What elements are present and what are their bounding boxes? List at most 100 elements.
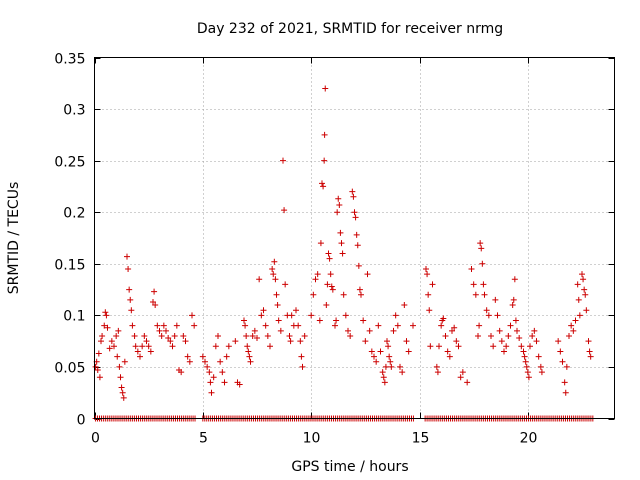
data-point <box>167 338 174 345</box>
data-point <box>429 281 436 288</box>
data-point <box>496 327 503 334</box>
data-point <box>339 250 346 257</box>
data-point <box>116 363 123 370</box>
data-point <box>258 312 265 319</box>
data-point <box>264 332 271 339</box>
data-point <box>385 343 392 350</box>
data-point <box>132 343 139 350</box>
data-point <box>512 317 519 324</box>
data-point <box>360 317 367 324</box>
data-point <box>475 332 481 339</box>
data-point <box>533 338 540 345</box>
data-point <box>287 338 294 345</box>
data-point <box>316 317 323 324</box>
y-tick-label: 0.35 <box>54 52 85 68</box>
data-point <box>310 291 317 298</box>
data-point <box>134 348 141 355</box>
data-point <box>535 353 542 360</box>
data-point <box>426 307 433 314</box>
data-point <box>459 369 466 376</box>
data-point <box>442 332 449 339</box>
data-point <box>186 358 193 365</box>
data-point <box>256 276 263 283</box>
y-axis-label: SRMTID / TECUs <box>6 182 22 295</box>
data-point <box>433 363 440 370</box>
data-point <box>511 276 518 283</box>
data-point <box>184 353 191 360</box>
data-point <box>423 265 429 272</box>
data-point <box>555 338 562 345</box>
data-point <box>299 363 306 370</box>
data-point <box>586 348 593 355</box>
data-point <box>587 353 594 360</box>
data-point <box>150 298 156 305</box>
y-tick-label: 0.05 <box>54 361 85 377</box>
data-point <box>380 374 387 381</box>
data-point <box>286 332 293 339</box>
data-point <box>96 374 103 381</box>
data-point <box>323 302 330 309</box>
data-point <box>585 338 592 345</box>
axis-ticks: 0 0.05 0.1 0.15 0.2 0.25 0.3 0.35 0 5 10 15 20 <box>54 52 615 447</box>
data-point <box>401 302 408 309</box>
data-point <box>128 307 135 314</box>
data-point <box>251 327 258 334</box>
data-point <box>92 363 99 370</box>
data-point <box>118 384 125 391</box>
data-point <box>114 353 121 360</box>
data-point <box>382 363 389 370</box>
data-point <box>507 322 514 329</box>
data-point <box>275 317 282 324</box>
data-point <box>455 343 462 350</box>
data-point <box>582 291 589 298</box>
data-point <box>297 338 304 345</box>
data-point <box>141 332 148 339</box>
data-point <box>217 358 224 365</box>
data-point <box>568 322 575 329</box>
data-points <box>92 85 596 422</box>
data-point <box>387 358 394 365</box>
data-point <box>320 183 327 190</box>
data-point <box>368 348 375 355</box>
data-point <box>308 312 315 319</box>
data-point <box>332 322 338 329</box>
data-point <box>505 332 512 339</box>
data-point <box>301 332 308 339</box>
y-tick-label: 0.3 <box>63 103 85 119</box>
data-point <box>510 296 517 303</box>
data-point <box>160 322 167 329</box>
data-point <box>270 271 277 278</box>
data-point <box>375 322 382 329</box>
data-point <box>236 381 243 388</box>
data-point <box>277 327 284 334</box>
data-point <box>390 327 397 334</box>
data-point <box>338 240 345 247</box>
data-point <box>440 315 447 322</box>
data-point <box>444 348 451 355</box>
data-point <box>399 369 406 376</box>
data-point <box>106 345 113 352</box>
data-point <box>241 317 247 324</box>
data-point <box>364 271 371 278</box>
plot-frame <box>94 57 615 419</box>
data-point <box>324 281 331 288</box>
data-point <box>494 312 501 319</box>
data-point <box>481 291 488 298</box>
data-point <box>199 353 206 360</box>
data-point <box>223 353 230 360</box>
data-point <box>345 327 351 334</box>
data-point <box>131 332 138 339</box>
data-point <box>576 312 583 319</box>
data-point <box>221 379 228 386</box>
data-point <box>249 332 256 339</box>
data-point <box>145 343 152 350</box>
data-point <box>538 369 545 376</box>
data-point <box>349 188 356 195</box>
data-point <box>477 240 484 247</box>
data-point <box>245 348 252 355</box>
data-point <box>470 281 477 288</box>
x-tick-label: 15 <box>412 431 430 447</box>
data-point <box>480 281 487 288</box>
data-point <box>405 348 412 355</box>
